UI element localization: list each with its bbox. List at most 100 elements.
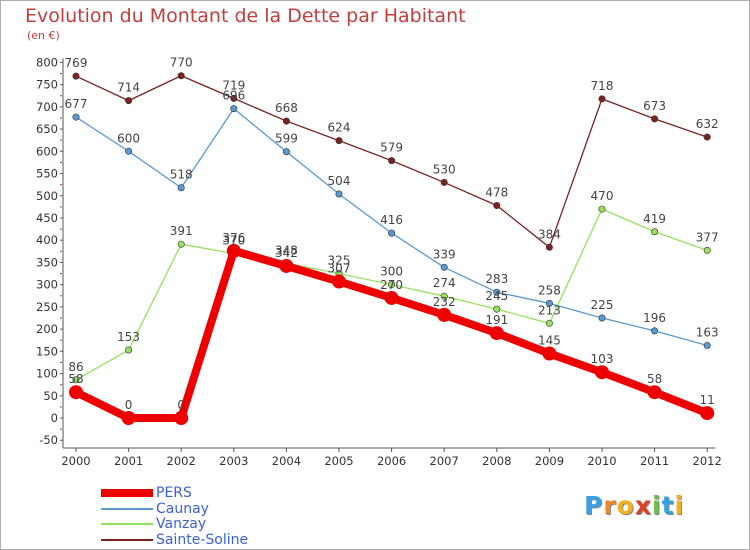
logo-letter: t [661, 491, 675, 520]
y-tick-label: 550 [36, 167, 58, 181]
data-point [388, 229, 396, 237]
data-point [598, 205, 606, 213]
data-label: 300 [380, 265, 403, 279]
y-tick-label: 750 [36, 78, 58, 92]
data-label: 668 [275, 101, 298, 115]
data-label: 196 [643, 311, 666, 325]
data-label: 245 [485, 289, 508, 303]
data-point [545, 319, 553, 327]
y-tick-label: 500 [36, 189, 58, 203]
data-point [647, 385, 662, 400]
data-point [440, 263, 448, 271]
data-label: 58 [68, 372, 83, 386]
data-point [598, 95, 606, 103]
data-label: 718 [591, 79, 614, 93]
data-point [282, 117, 290, 125]
legend-swatch [101, 538, 153, 541]
data-label: 504 [328, 174, 351, 188]
data-point [125, 97, 133, 105]
x-tick-label: 2011 [640, 454, 669, 468]
data-point [440, 178, 448, 186]
data-point [177, 72, 185, 80]
data-label: 145 [538, 334, 561, 348]
legend-swatch [101, 523, 153, 525]
data-point [72, 72, 80, 80]
data-label: 376 [222, 231, 245, 245]
data-label: 599 [275, 132, 298, 146]
legend-label: Vanzay [156, 516, 207, 532]
chart-title: Evolution du Montant de la Dette par Hab… [25, 5, 466, 27]
data-point [388, 281, 396, 289]
data-point [598, 314, 606, 322]
x-tick-label: 2001 [114, 454, 143, 468]
data-point [177, 240, 185, 248]
data-label: 530 [433, 162, 456, 176]
data-label: 377 [696, 230, 719, 244]
data-label: 416 [380, 213, 403, 227]
data-label: 696 [222, 89, 245, 103]
y-tick-label: 300 [36, 278, 58, 292]
data-point [226, 243, 241, 258]
legend-label: PERS [156, 485, 192, 501]
y-tick-label: 50 [43, 389, 58, 403]
data-label: 770 [170, 56, 193, 70]
legend-label: Sainte-Soline [156, 531, 249, 548]
data-point [69, 385, 83, 400]
data-label: 191 [485, 313, 508, 327]
data-point [489, 326, 504, 341]
data-point [121, 411, 136, 425]
data-point [125, 346, 133, 354]
y-tick-label: 400 [36, 233, 58, 247]
x-tick-label: 2000 [61, 454, 90, 468]
data-label: 163 [696, 326, 719, 340]
x-tick-label: 2005 [324, 454, 353, 468]
legend-label: Caunay [156, 500, 209, 517]
data-label: 624 [328, 121, 351, 135]
x-tick-label: 2004 [272, 454, 301, 468]
x-tick-label: 2010 [587, 454, 616, 468]
y-tick-label: 350 [36, 255, 58, 269]
y-tick-label: 200 [36, 322, 58, 336]
y-tick-label: -50 [39, 433, 58, 447]
y-tick-label: 100 [36, 367, 58, 381]
data-point [388, 157, 396, 165]
data-label: 518 [170, 168, 193, 182]
data-point [493, 305, 501, 313]
data-point [384, 290, 399, 305]
x-tick-label: 2009 [535, 454, 564, 468]
data-label: 270 [380, 278, 403, 292]
data-point [440, 292, 448, 300]
data-point [332, 274, 346, 289]
logo-letter: x [634, 491, 652, 520]
data-point [282, 148, 290, 156]
data-label: 673 [643, 99, 666, 113]
data-point [703, 133, 711, 141]
logo-letter: i [674, 491, 685, 520]
logo-letter: r [603, 491, 617, 520]
data-label: 391 [170, 224, 193, 238]
data-label: 714 [117, 81, 140, 95]
data-point [72, 376, 80, 384]
data-point [72, 113, 80, 121]
data-label: 600 [117, 131, 140, 145]
chart-unit: (en €) [27, 29, 60, 42]
y-tick-label: 650 [36, 122, 58, 136]
x-tick-label: 2002 [167, 454, 196, 468]
data-label: 342 [275, 246, 298, 260]
data-point [174, 411, 189, 425]
y-tick-label: 250 [36, 300, 58, 314]
data-label: 339 [433, 247, 456, 261]
data-point [545, 299, 553, 307]
data-label: 769 [65, 56, 88, 70]
data-label: 307 [328, 262, 351, 276]
data-label: 153 [117, 330, 140, 344]
proxiti-logo: Proxiti [584, 491, 684, 520]
data-point [437, 307, 452, 322]
data-label: 677 [65, 97, 88, 111]
x-tick-label: 2007 [430, 454, 459, 468]
data-label: 0 [125, 398, 133, 412]
y-tick-label: 450 [36, 211, 58, 225]
data-point [230, 94, 238, 102]
logo-letter: o [616, 491, 635, 520]
y-tick-label: 600 [36, 144, 58, 158]
